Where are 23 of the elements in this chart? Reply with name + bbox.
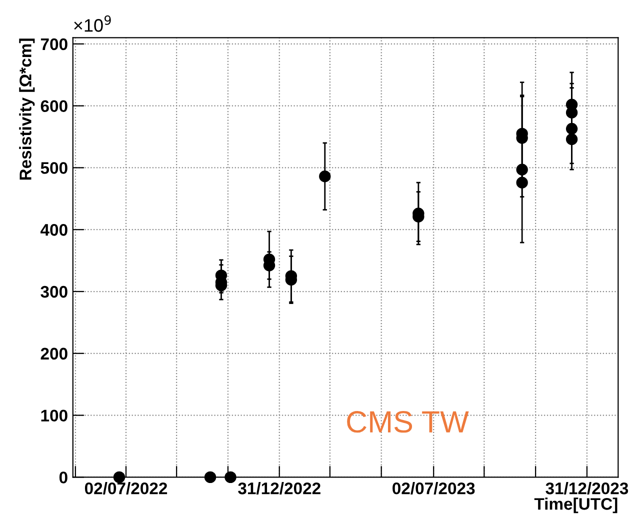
x-tick-label: 31/12/2023 — [546, 482, 628, 494]
y-tick-label: 300 — [40, 286, 68, 298]
y-axis-title: Resistivity [Ω*cm] — [19, 38, 35, 180]
y-tick-label: 400 — [40, 224, 68, 236]
x-tick-label: 02/07/2023 — [392, 482, 475, 494]
point — [566, 133, 578, 146]
point — [516, 164, 528, 176]
point — [224, 471, 236, 484]
x-tick-label: 02/07/2022 — [84, 482, 168, 494]
x-axis-title: Time[UTC] — [534, 498, 618, 514]
y-tick-label: 500 — [40, 162, 68, 174]
y-tick-label: 600 — [40, 100, 68, 112]
point — [566, 122, 578, 135]
text: ×10$^{9}$ — [74, 15, 111, 32]
y-tick-label: 0 — [59, 472, 68, 484]
point — [319, 170, 331, 182]
y-tick-label: 100 — [41, 410, 68, 422]
point — [516, 176, 528, 188]
annotation: CMS TW — [347, 411, 469, 433]
x-tick-label: 31/12/2022 — [238, 482, 320, 494]
y-tick-label: 700 — [40, 38, 68, 50]
point — [204, 471, 216, 484]
y-tick-label: 200 — [40, 348, 68, 360]
